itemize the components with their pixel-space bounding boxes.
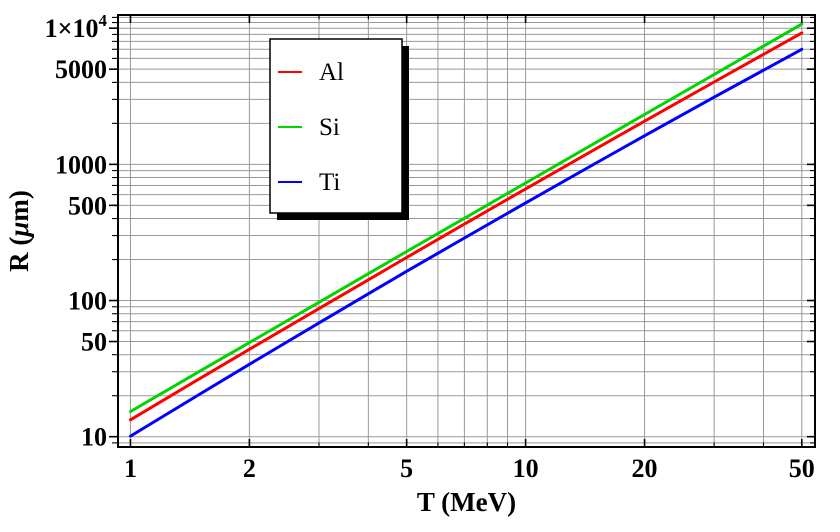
legend: Al Si Ti	[269, 38, 409, 220]
legend-label-si: Si	[319, 114, 340, 141]
x-tick-label: 1	[124, 454, 137, 483]
legend-label-ti: Ti	[319, 169, 340, 196]
y-tick-label: 1×104	[45, 11, 108, 43]
grid	[118, 15, 815, 447]
x-tick-label: 20	[632, 454, 658, 483]
x-axis-label: T (MeV)	[417, 487, 516, 517]
series-line-si	[129, 22, 804, 413]
tick-labels: 1 2 5 10 20 50 10 50 100 500 1000 5000 1×104	[45, 11, 815, 483]
y-tick-label: 10	[81, 423, 107, 452]
legend-box	[269, 38, 403, 214]
series-lines	[129, 22, 804, 438]
x-tick-label: 10	[513, 454, 539, 483]
x-tick-label: 50	[789, 454, 815, 483]
y-tick-label: 5000	[55, 55, 107, 84]
x-tick-label: 2	[243, 454, 256, 483]
x-tick-label: 5	[400, 454, 413, 483]
series-line-ti	[129, 47, 804, 438]
ticks	[109, 15, 815, 447]
y-tick-label: 1000	[55, 150, 107, 179]
y-axis-label: R (μm)	[4, 190, 34, 272]
legend-label-al: Al	[319, 59, 344, 86]
y-tick-label: 500	[68, 191, 107, 220]
series-line-al	[129, 31, 804, 422]
y-tick-label: 50	[81, 328, 107, 357]
plot-frame	[117, 14, 816, 448]
y-tick-label: 100	[68, 287, 107, 316]
